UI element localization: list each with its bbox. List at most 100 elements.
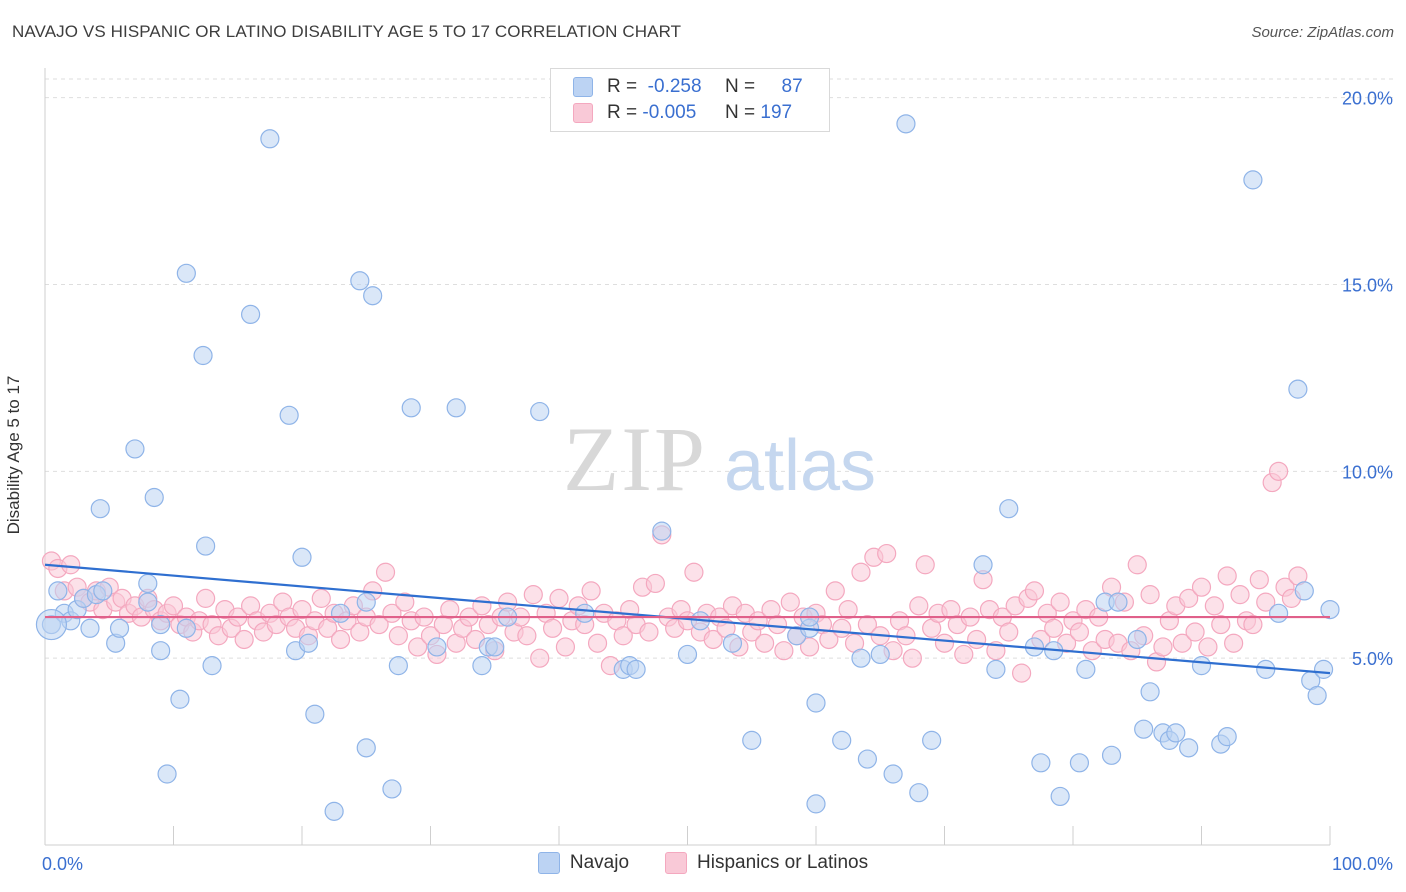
hispanic-point: [1153, 637, 1173, 657]
hispanic-point: [542, 618, 563, 638]
hispanic-point: [684, 562, 704, 582]
legend-n-label: N =: [725, 76, 756, 97]
watermark: ZIP atlas: [563, 408, 876, 510]
navajo-point: [401, 398, 421, 418]
grid-lines: [45, 78, 1395, 659]
legend-swatch-hispanic: [573, 103, 593, 123]
hispanic-point: [311, 588, 331, 608]
hispanic-point: [1211, 614, 1231, 635]
navajo-point: [575, 603, 595, 623]
navajo-point: [138, 592, 158, 612]
navajo-point: [363, 286, 383, 306]
hispanic-point: [555, 637, 576, 657]
hispanic-point: [909, 596, 929, 616]
navajo-point: [279, 405, 299, 425]
navajo-point-large: [35, 608, 68, 641]
hispanic-point: [1127, 555, 1147, 575]
hispanic-point: [754, 633, 775, 653]
navajo-point: [330, 603, 351, 623]
source-label: Source: ZipAtlas.com: [1251, 24, 1394, 41]
hispanic-point: [375, 562, 396, 582]
navajo-point: [1076, 659, 1096, 679]
hispanic-point: [1217, 566, 1237, 586]
hispanic-point: [388, 626, 408, 646]
legend-row-hispanic: R = -0.005 N = 197: [573, 101, 792, 125]
hispanic-point: [1179, 588, 1199, 608]
trend-lines: [44, 563, 1331, 675]
navajo-point: [202, 656, 222, 676]
hispanic-point: [1172, 633, 1192, 653]
navajo-point: [1294, 581, 1314, 601]
hispanic-point: [915, 555, 935, 575]
hispanic-point: [851, 562, 871, 582]
hispanic-point: [1191, 577, 1212, 597]
navajo-point: [196, 536, 216, 556]
hispanic-point: [395, 592, 415, 612]
legend-n-label: N =: [725, 102, 756, 123]
navajo-point: [241, 304, 261, 325]
series-label-hispanic: Hispanics or Latinos: [697, 852, 869, 873]
navajo-point: [260, 129, 280, 149]
legend-n-value: 87: [781, 76, 803, 97]
hispanic-point: [330, 629, 351, 650]
hispanic-point: [1044, 618, 1064, 638]
hispanic-point: [1082, 641, 1102, 661]
navajo-point: [93, 581, 113, 601]
hispanic-point: [934, 633, 955, 653]
hispanic-point: [1185, 622, 1205, 642]
axes: [44, 68, 1331, 846]
hispanic-point: [440, 599, 460, 620]
hispanic-point: [408, 637, 428, 657]
legend-n-value: 197: [760, 102, 793, 123]
hispanic-point: [1243, 614, 1263, 635]
navajo-point: [1307, 685, 1327, 706]
navajo-point: [870, 644, 890, 665]
hispanic-point: [967, 629, 987, 650]
watermark-atlas: atlas: [724, 426, 876, 506]
series-legend-navajo[interactable]: Navajo: [537, 852, 630, 874]
navajo-point: [356, 738, 376, 758]
hispanic-point: [581, 581, 601, 601]
navajo-point: [832, 730, 852, 750]
hispanic-point: [1050, 592, 1070, 612]
navajo-point: [1069, 753, 1090, 773]
navajo-point: [298, 633, 319, 653]
hispanic-point: [1224, 633, 1244, 653]
navajo-point: [1127, 629, 1147, 650]
navajo-point: [144, 487, 164, 508]
hispanic-point: [613, 626, 633, 646]
series-label-navajo: Navajo: [569, 852, 630, 873]
navajo-point: [193, 345, 213, 366]
legend-swatch-navajo: [573, 77, 593, 97]
navajo-point: [1101, 745, 1122, 765]
x-tick-label-min: 0.0%: [42, 854, 83, 874]
navajo-point: [722, 633, 743, 653]
navajo-point: [176, 618, 196, 638]
navajo-point: [1217, 727, 1237, 747]
navajo-point: [138, 573, 158, 594]
hispanic-point: [530, 648, 550, 668]
navajo-trend-line: [44, 563, 1331, 675]
navajo-point: [922, 730, 942, 750]
navajo-point: [806, 794, 826, 814]
series-legend: Navajo Hispanics or Latinos: [0, 852, 1406, 874]
y-tick-label: 10.0%: [1342, 462, 1393, 482]
navajo-point: [151, 641, 171, 661]
navajo-point: [356, 592, 376, 612]
navajo-point: [1031, 753, 1051, 773]
hispanic-point: [999, 622, 1019, 642]
legend-r-label: R =: [607, 102, 638, 123]
series-legend-hispanic[interactable]: Hispanics or Latinos: [665, 852, 868, 874]
hispanic-point: [196, 588, 216, 608]
navajo-point: [806, 693, 826, 713]
hispanic-point: [838, 599, 858, 620]
chart-title: NAVAJO VS HISPANIC OR LATINO DISABILITY …: [12, 22, 682, 41]
correlation-legend: R = -0.258 N = 87 R = -0.005 N = 197: [550, 68, 830, 132]
y-tick-label: 20.0%: [1342, 89, 1393, 109]
navajo-point: [80, 618, 100, 638]
navajo-point: [1050, 786, 1070, 807]
navajo-point: [176, 263, 196, 283]
hispanic-point: [523, 585, 543, 605]
hispanic-point: [1069, 622, 1090, 642]
